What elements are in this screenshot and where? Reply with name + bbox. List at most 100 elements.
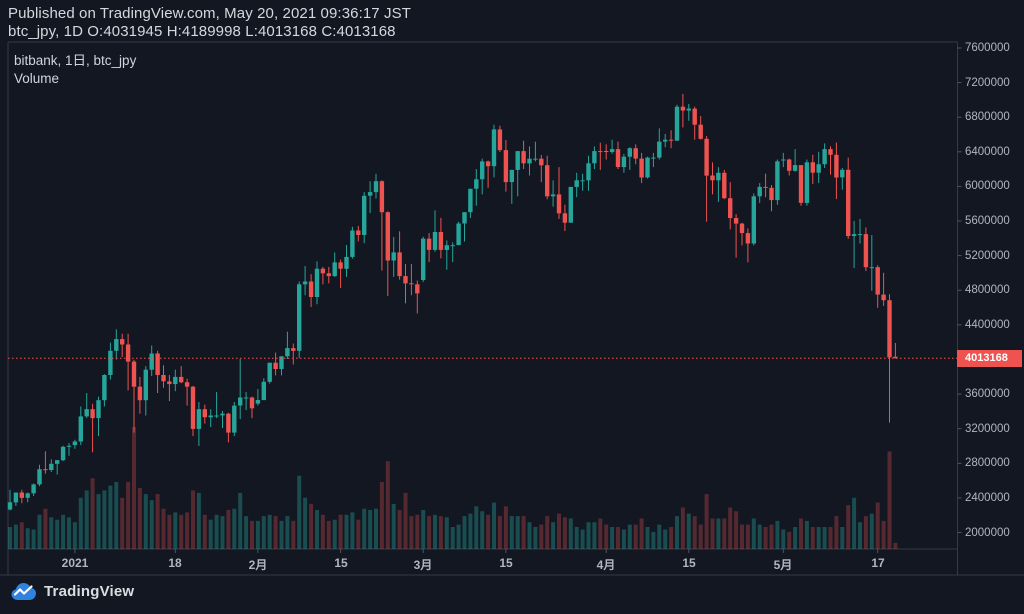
candle-body [828, 149, 833, 155]
candle-body [415, 284, 420, 294]
volume-bar [220, 516, 225, 549]
volume-bar [651, 531, 656, 549]
tradingview-branding[interactable]: TradingView [10, 582, 134, 601]
candle-body [509, 169, 514, 183]
volume-bar [645, 527, 650, 549]
publish-header: Published on TradingView.com, May 20, 20… [8, 5, 411, 41]
volume-bar [255, 520, 260, 549]
candle-body [426, 238, 432, 250]
volume-bar [438, 516, 443, 549]
candle-body [314, 268, 320, 297]
volume-bar [840, 527, 845, 549]
symbol-legend[interactable]: bitbank, 1日, btc_jpy [14, 53, 137, 68]
volume-series [8, 427, 898, 549]
volume-bar [616, 527, 620, 549]
volume-bar [663, 529, 668, 549]
price-axis-label: 4800000 [965, 284, 1010, 296]
candle-body [143, 369, 148, 401]
time-axis-label: 2月 [248, 558, 268, 572]
volume-bar [810, 527, 815, 549]
candle-body [49, 463, 54, 470]
chart-canvas[interactable] [0, 42, 958, 575]
volume-bar [816, 527, 821, 549]
volume-bar [226, 510, 231, 549]
candle-body [474, 179, 479, 189]
candle-body [562, 213, 568, 223]
candle-body [804, 162, 810, 203]
volume-bar [326, 520, 331, 549]
candle-body [604, 151, 609, 152]
volume-bar [208, 519, 213, 549]
candle-body [633, 148, 638, 159]
volume-bar [403, 492, 408, 549]
candle-body [391, 252, 396, 261]
candle-body [485, 161, 491, 167]
volume-bar [374, 508, 378, 549]
volume-bar [173, 512, 178, 549]
volume-bar [362, 508, 367, 549]
candle-body [273, 362, 278, 369]
candle-body [220, 413, 225, 416]
candle-body [297, 284, 302, 351]
candle-body [857, 234, 863, 236]
candle-body [7, 502, 13, 510]
candle-body [816, 164, 821, 173]
candle-body [255, 400, 261, 404]
volume-bar [503, 506, 508, 549]
volume-bar [740, 524, 744, 549]
volume-bar [621, 529, 626, 549]
volume-bar [444, 517, 449, 549]
volume-bar [8, 527, 12, 549]
volume-bar [55, 519, 60, 549]
candle-body [781, 159, 786, 161]
candle-body [456, 223, 461, 246]
candle-body [302, 281, 308, 285]
volume-bar [397, 510, 402, 549]
volume-bar [492, 502, 496, 549]
volume-bar [533, 527, 538, 549]
volume-bar [580, 529, 585, 549]
candle-body [344, 256, 349, 269]
candle-body [125, 344, 131, 362]
candle-body [568, 186, 573, 223]
time-axis-label: 15 [499, 556, 513, 570]
volume-bar [568, 518, 573, 549]
volume-bar [25, 528, 30, 549]
candle-body [279, 356, 284, 369]
volume-bar [887, 451, 892, 549]
candle-body [249, 397, 255, 409]
candle-body [78, 416, 83, 442]
volume-bar [202, 514, 207, 549]
volume-bar [804, 520, 809, 549]
volume-bar [137, 488, 142, 549]
volume-bar [551, 522, 556, 549]
volume-bar [657, 524, 662, 549]
tradingview-logo-icon [11, 583, 36, 600]
candle-body [332, 262, 337, 277]
candle-body [545, 165, 550, 197]
volume-bar [834, 516, 839, 549]
volume-bar [497, 516, 502, 549]
volume-legend[interactable]: Volume [14, 71, 60, 86]
candle-body [550, 194, 556, 197]
candle-body [43, 469, 48, 471]
volume-bar [303, 497, 308, 549]
volume-bar [515, 516, 520, 549]
volume-bar [627, 524, 632, 549]
candle-body [72, 441, 78, 446]
price-axis-label: 6400000 [965, 146, 1010, 158]
candle-body [84, 409, 89, 417]
candle-body [173, 376, 178, 385]
volume-bar [852, 497, 857, 549]
candle-body [491, 129, 497, 167]
volume-bar [90, 478, 95, 549]
volume-bar [863, 516, 868, 549]
volume-bar [149, 500, 154, 549]
candle-body [468, 188, 473, 213]
candle-body [243, 397, 249, 399]
volume-bar [450, 527, 455, 549]
price-axis-label: 3200000 [965, 423, 1010, 435]
candle-body [792, 165, 798, 171]
volume-bar [521, 516, 526, 549]
volume-bar [61, 514, 66, 549]
